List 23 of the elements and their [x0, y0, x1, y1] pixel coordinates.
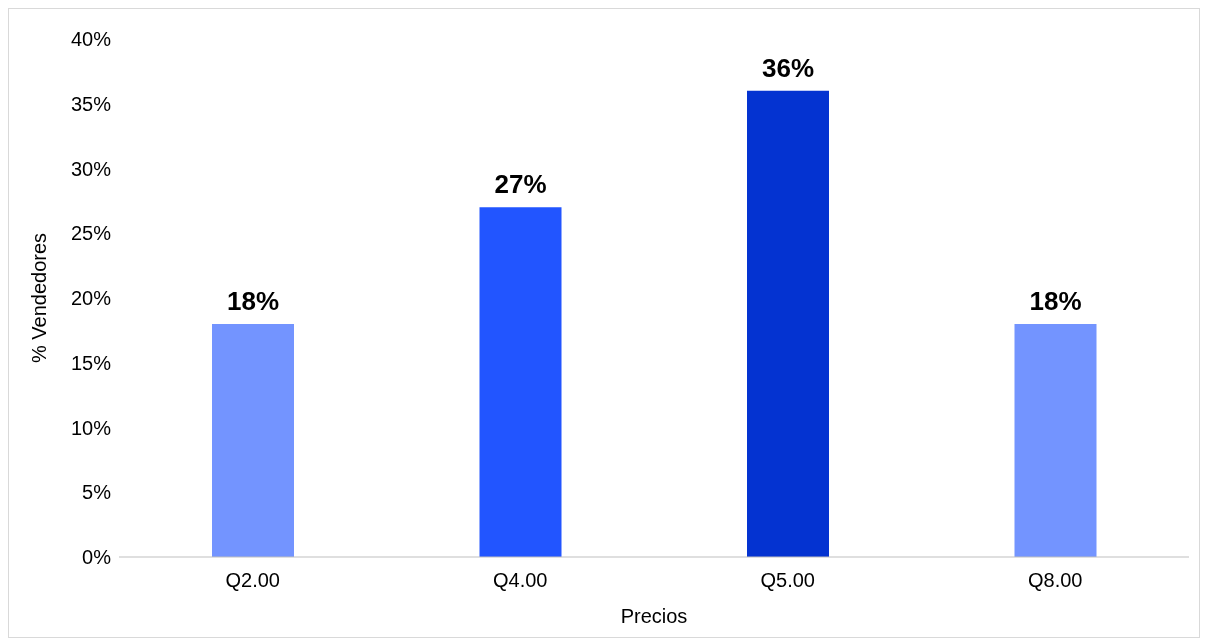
bar: [1014, 323, 1097, 557]
x-tick-label: Q4.00: [493, 569, 548, 592]
x-tick-label: Q2.00: [225, 569, 280, 592]
y-tick-label: 40%: [70, 28, 112, 51]
bar: [479, 207, 562, 557]
x-tick-label: Q5.00: [760, 569, 815, 592]
y-tick-label: 0%: [82, 546, 112, 569]
y-tick-label: 10%: [70, 416, 112, 439]
y-tick-label: 30%: [70, 157, 112, 180]
y-tick-label: 25%: [70, 222, 112, 245]
x-axis-title: Precios: [620, 605, 688, 627]
bar: [747, 90, 829, 557]
x-tick-label: Q8.00: [1028, 569, 1083, 592]
y-tick-label: 5%: [82, 481, 112, 504]
y-tick-label: 15%: [70, 351, 112, 374]
y-axis-title: % Vendedores: [28, 232, 51, 364]
data-label: 27%: [494, 169, 547, 200]
data-label: 18%: [1029, 285, 1082, 316]
bar: [212, 323, 294, 557]
data-label: 18%: [226, 285, 280, 316]
y-tick-label: 20%: [70, 287, 112, 310]
y-tick-label: 35%: [70, 92, 112, 115]
data-label: 36%: [761, 52, 815, 83]
